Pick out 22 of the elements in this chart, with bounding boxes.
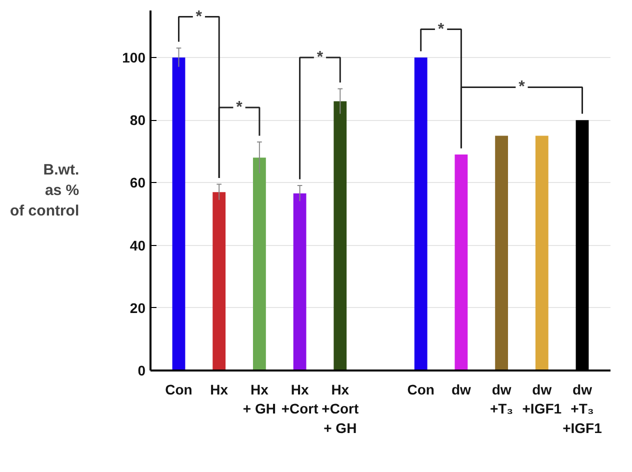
x-tick-label: Hx +Cort + GH: [322, 382, 359, 436]
y-tick-label: 40: [130, 237, 146, 254]
annotation: *: [438, 20, 445, 38]
annotation: *: [196, 8, 203, 26]
x-tick-label: Con: [165, 382, 192, 398]
y-tick-label: 20: [130, 300, 146, 316]
x-tick-label: dw: [451, 382, 472, 398]
y-axis-title: B.wt. as % of control: [10, 162, 80, 220]
annotation: *: [518, 78, 526, 96]
y-tick-label: 100: [122, 49, 146, 66]
x-tick-label: Hx +Cort: [281, 382, 319, 417]
x-tick-label: Con: [407, 382, 434, 398]
y-tick-label: 80: [130, 112, 146, 128]
annotation: *: [316, 48, 324, 66]
y-tick-label: 60: [130, 174, 146, 191]
annotation: *: [236, 99, 244, 116]
x-tick-label: dw +T₃: [490, 382, 514, 417]
x-tick-label: Hx + GH: [242, 382, 276, 417]
x-tick-label: Hx: [210, 382, 228, 398]
x-tick-label: dw +T₃ +IGF1: [562, 382, 602, 436]
x-tick-label: dw +IGF1: [522, 382, 562, 417]
y-tick-label: 0: [138, 362, 146, 378]
